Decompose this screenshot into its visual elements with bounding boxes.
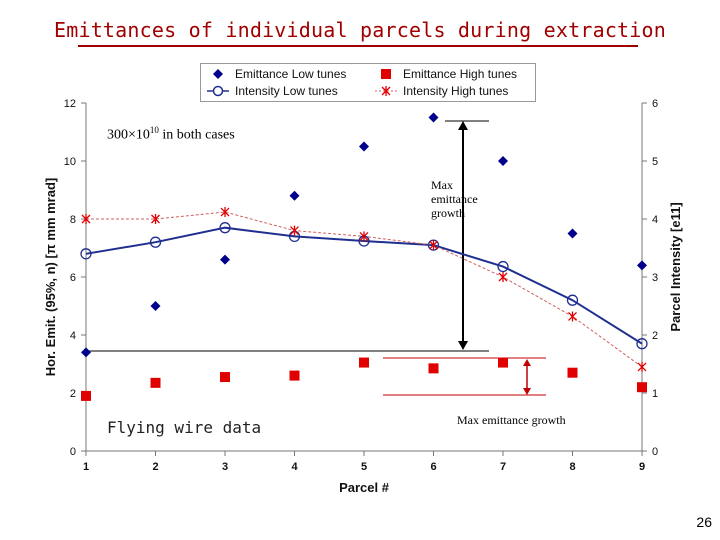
legend-item-intensity-low: Intensity Low tunes <box>207 83 338 99</box>
y-tick-label: 6 <box>70 272 76 284</box>
data-point-emittance-high <box>359 357 369 368</box>
data-point-intensity-high <box>290 225 299 236</box>
data-point-emittance-low <box>81 347 91 358</box>
x-tick-label: 2 <box>152 461 158 473</box>
data-point-intensity-high <box>359 231 369 242</box>
square-marker-icon <box>381 69 391 79</box>
data-point-emittance-high <box>428 363 439 374</box>
page-number: 26 <box>696 514 712 530</box>
x-tick-label: 8 <box>569 461 575 473</box>
legend-item-emittance-low: Emittance Low tunes <box>207 66 346 82</box>
x-tick-label: 3 <box>222 461 228 473</box>
y2-tick-label: 0 <box>652 446 658 458</box>
data-point-intensity-low <box>219 222 231 234</box>
data-point-emittance-high <box>150 377 161 388</box>
max-emittance-growth-label: Max emittance growth <box>431 178 478 220</box>
data-point-intensity-high <box>429 240 438 251</box>
y2-tick-label: 4 <box>652 214 658 226</box>
growth-arrow-head-down <box>458 341 468 350</box>
red-arrow-head-up <box>523 359 531 366</box>
y-tick-label: 8 <box>70 214 76 226</box>
intensity-annotation: 300×1010 in both cases <box>107 125 235 144</box>
legend-label: Intensity Low tunes <box>235 84 338 98</box>
data-point-intensity-low <box>636 338 648 350</box>
x-tick-label: 4 <box>291 461 298 473</box>
data-point-intensity-high <box>220 207 230 218</box>
data-point-intensity-high <box>151 214 160 224</box>
data-point-emittance-high <box>498 357 508 368</box>
data-point-emittance-high <box>220 372 230 383</box>
diamond-marker-icon <box>213 69 223 79</box>
y-tick-label: 0 <box>70 446 76 458</box>
data-point-emittance-low <box>289 190 300 201</box>
intensity-exponent: 10 <box>149 125 159 135</box>
growth-arrow-head-up <box>458 121 468 130</box>
y2-tick-label: 5 <box>652 156 658 168</box>
legend-label: Intensity High tunes <box>403 84 509 98</box>
data-point-emittance-low <box>567 228 578 239</box>
data-point-emittance-high <box>637 382 647 393</box>
y-tick-label: 10 <box>64 156 76 168</box>
data-point-emittance-low <box>637 260 647 271</box>
data-point-intensity-low <box>80 248 92 260</box>
legend-label: Emittance Low tunes <box>235 67 347 81</box>
legend-label: Emittance High tunes <box>403 67 518 81</box>
max-emittance-growth-red-label: Max emittance growth <box>457 413 566 427</box>
data-point-intensity-high <box>498 272 508 282</box>
y2-tick-label: 3 <box>652 272 658 284</box>
data-point-emittance-low <box>150 301 161 311</box>
data-point-intensity-high <box>637 361 647 372</box>
data-point-emittance-high <box>289 370 300 381</box>
legend-item-emittance-high: Emittance High tunes <box>375 66 517 82</box>
y2-tick-label: 2 <box>652 330 658 342</box>
x-tick-label: 6 <box>430 461 436 473</box>
y-axis-label: Hor. Emit. (95%, n) [π mm mrad] <box>43 178 58 377</box>
circle-line-marker-icon <box>207 85 229 97</box>
y2-tick-label: 1 <box>652 388 658 400</box>
data-point-emittance-high <box>567 367 578 378</box>
flying-wire-label: Flying wire data <box>107 418 262 437</box>
x-axis-label: Parcel # <box>339 480 390 495</box>
data-point-emittance-low <box>498 156 508 166</box>
y-tick-label: 12 <box>64 98 76 110</box>
chart-legend: Emittance Low tunes Emittance High tunes… <box>200 63 536 102</box>
data-point-emittance-low <box>220 254 230 265</box>
y-tick-label: 2 <box>70 388 76 400</box>
data-point-emittance-low <box>428 112 439 123</box>
x-tick-label: 7 <box>500 461 506 473</box>
data-point-emittance-low <box>359 141 369 152</box>
x-tick-label: 5 <box>361 461 367 473</box>
slide-title: Emittances of individual parcels during … <box>53 18 667 42</box>
series-line-2 <box>85 226 643 345</box>
x-tick-label: 9 <box>639 461 645 473</box>
data-point-emittance-high <box>81 390 91 401</box>
red-arrow-head-down <box>523 388 531 395</box>
intensity-base: 300×10 <box>107 127 150 143</box>
data-point-intensity-low <box>149 236 162 248</box>
intensity-tail: in both cases <box>158 127 235 143</box>
y2-tick-label: 6 <box>652 98 658 110</box>
star-line-marker-icon <box>375 86 397 96</box>
data-point-intensity-low <box>497 260 509 273</box>
data-point-intensity-high <box>81 214 91 224</box>
title-underline <box>78 45 638 47</box>
legend-item-intensity-high: Intensity High tunes <box>375 83 508 99</box>
data-point-intensity-low <box>566 294 579 306</box>
y-tick-label: 4 <box>70 330 76 342</box>
chart-series <box>80 112 648 401</box>
y2-axis-label: Parcel Intensity [e11] <box>668 202 683 331</box>
annotation-guides <box>86 120 546 396</box>
data-point-intensity-high <box>568 311 577 322</box>
x-tick-label: 1 <box>83 461 89 473</box>
